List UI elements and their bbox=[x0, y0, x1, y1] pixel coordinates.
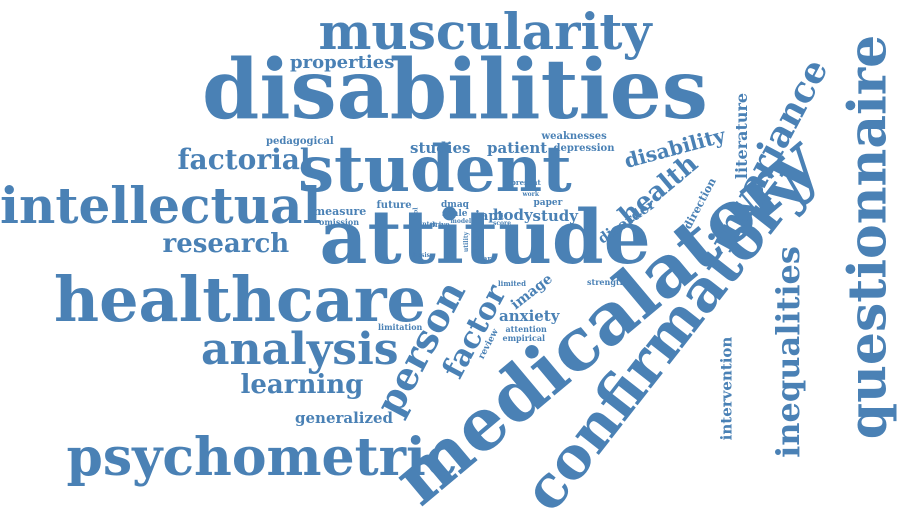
word-data: data bbox=[444, 233, 455, 253]
word-present: present bbox=[511, 177, 541, 187]
word-model: model bbox=[450, 218, 472, 225]
word-weaknesses: weaknesses bbox=[541, 131, 607, 142]
word-learning: learning bbox=[240, 370, 364, 400]
word-scale: scale bbox=[442, 208, 468, 219]
word-drive: drive bbox=[430, 219, 450, 229]
word-muscularity: muscularity bbox=[318, 2, 652, 61]
word-attention: attention bbox=[505, 324, 547, 334]
word-score: score bbox=[493, 220, 512, 227]
word-factorial: factorial bbox=[177, 143, 311, 176]
word-student: student bbox=[298, 132, 572, 207]
word-limitation: limitation bbox=[378, 322, 423, 332]
word-empirical: empirical bbox=[502, 333, 546, 343]
word-generalized: generalized bbox=[295, 408, 394, 427]
word-properties: properties bbox=[290, 52, 395, 73]
word-depression: depression bbox=[553, 143, 615, 154]
word-limited: limited bbox=[498, 278, 526, 288]
word-pedagogical: pedagogical bbox=[266, 136, 334, 147]
word-inequalities: inequalities bbox=[768, 246, 807, 458]
word-future: future bbox=[376, 200, 412, 211]
word-attitude: attitude bbox=[319, 195, 651, 281]
word-iapt: iapt bbox=[475, 208, 504, 224]
word-measure: measure bbox=[313, 204, 367, 218]
word-anxiety: anxiety bbox=[499, 306, 560, 325]
word-part: part bbox=[478, 253, 495, 263]
word-analysis: analysis bbox=[201, 324, 399, 375]
word-psychometric: psychometric bbox=[66, 427, 458, 488]
word-patient: patient bbox=[487, 138, 548, 157]
word-healthcare: healthcare bbox=[54, 263, 426, 336]
word-utility: utility bbox=[463, 231, 471, 253]
word-literature: literature bbox=[732, 92, 752, 180]
word-inter: inter bbox=[420, 221, 437, 228]
word-work: work bbox=[522, 191, 540, 198]
word-body: body bbox=[493, 205, 533, 224]
word-omission: omission bbox=[319, 217, 360, 227]
word-study: study bbox=[532, 206, 578, 225]
word-intervention: intervention bbox=[717, 336, 736, 440]
word-tool: tool bbox=[412, 207, 420, 221]
word-studies: studies bbox=[410, 138, 471, 157]
word-dmaq: dmaq bbox=[441, 199, 469, 210]
word-irish: irish bbox=[471, 228, 482, 252]
word-thesis: thesis bbox=[410, 252, 430, 259]
word-disabilities: disabilities bbox=[202, 42, 708, 138]
word-intellectual: intellectual bbox=[0, 176, 322, 235]
word-paper: paper bbox=[533, 197, 563, 208]
word-strength: strength bbox=[587, 277, 626, 287]
word-research: research bbox=[162, 229, 290, 259]
word-questionnaire: questionnaire bbox=[836, 34, 898, 440]
